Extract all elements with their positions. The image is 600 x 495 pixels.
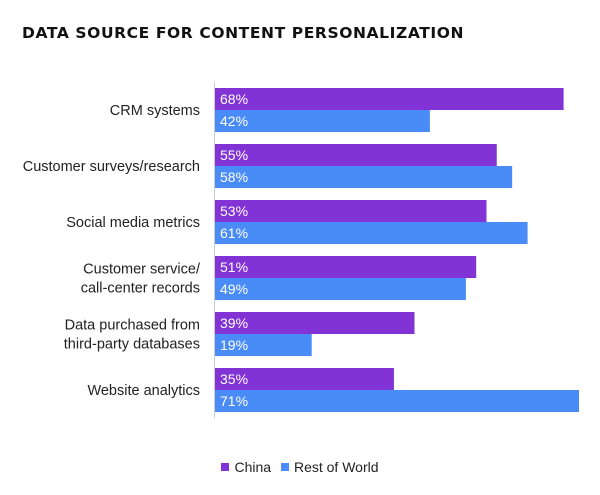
category-label-3-line-0: Customer service/: [83, 262, 201, 278]
legend-swatch-rest-of-world: [280, 463, 289, 471]
value-label-rest-of-world-0: 42%: [220, 113, 248, 129]
value-label-rest-of-world-5: 71%: [220, 393, 248, 409]
bar-rest-of-world-2: [214, 222, 528, 244]
value-label-rest-of-world-2: 61%: [220, 225, 248, 241]
bar-rest-of-world-1: [214, 166, 513, 188]
bar-china-1: [214, 144, 497, 166]
bar-china-5: [214, 368, 394, 390]
category-label-5: Website analytics: [87, 383, 200, 399]
bar-china-4: [214, 312, 415, 334]
legend-swatch-china: [221, 463, 230, 471]
value-label-china-5: 35%: [220, 371, 248, 387]
value-label-china-3: 51%: [220, 259, 248, 275]
bar-rest-of-world-3: [214, 278, 466, 300]
legend-item-china: China: [221, 459, 271, 475]
legend-label-rest-of-world: Rest of World: [293, 459, 379, 475]
value-label-rest-of-world-4: 19%: [220, 337, 248, 353]
value-label-china-0: 68%: [220, 91, 248, 107]
legend-item-rest-of-world: Rest of World: [280, 459, 379, 475]
value-label-china-1: 55%: [220, 147, 248, 163]
bar-rest-of-world-0: [214, 110, 430, 132]
value-label-china-2: 53%: [220, 203, 248, 219]
legend: China Rest of World: [0, 458, 600, 475]
category-label-1: Customer surveys/research: [23, 159, 200, 175]
bar-rest-of-world-4: [214, 334, 312, 356]
bar-china-0: [214, 88, 564, 110]
category-label-4-line-1: third-party databases: [64, 337, 200, 353]
bar-china-2: [214, 200, 487, 222]
value-label-rest-of-world-3: 49%: [220, 281, 248, 297]
category-label-0: CRM systems: [110, 103, 200, 119]
value-label-rest-of-world-1: 58%: [220, 169, 248, 185]
legend-label-china: China: [234, 459, 272, 475]
category-label-4-line-0: Data purchased from: [65, 318, 200, 334]
bar-rest-of-world-5: [214, 390, 579, 412]
category-label-2: Social media metrics: [66, 215, 200, 231]
chart-title: DATA SOURCE FOR CONTENT PERSONALIZATION: [22, 24, 465, 42]
category-label-3-line-1: call-center records: [81, 281, 200, 297]
bar-china-3: [214, 256, 477, 278]
value-label-china-4: 39%: [220, 315, 248, 331]
